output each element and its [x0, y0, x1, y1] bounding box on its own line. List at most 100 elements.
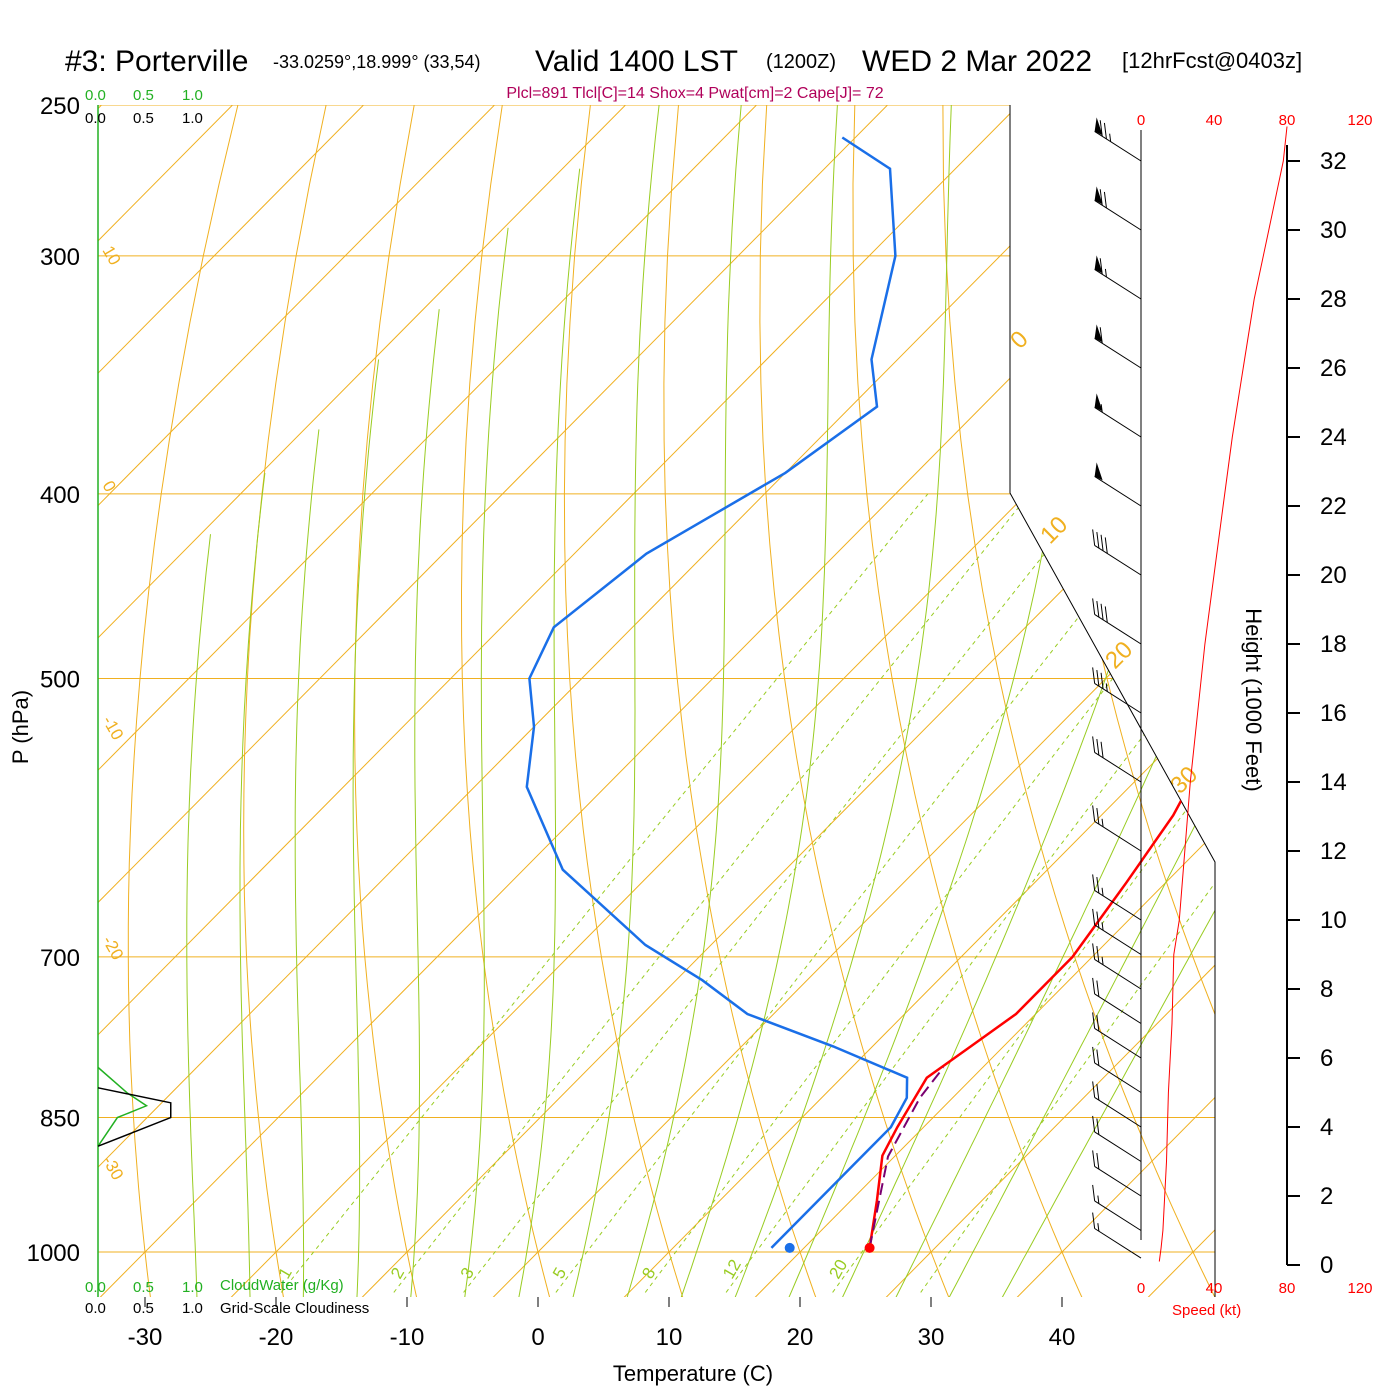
cloudiness-label: Grid-Scale Cloudiness	[220, 1300, 369, 1317]
isotherm	[98, 105, 1071, 1297]
wind-barb	[1094, 613, 1142, 645]
wind-barb-flag	[1092, 1184, 1096, 1201]
wind-barb-flag	[1092, 1212, 1096, 1229]
dry-adiabat	[354, 105, 455, 1297]
isotherm	[721, 105, 1215, 1297]
wind-barb	[1094, 751, 1142, 783]
isotherm-label: 10	[1035, 511, 1073, 549]
temp-tick-label: 10	[656, 1324, 683, 1351]
height-tick-label: 32	[1320, 148, 1347, 175]
height-tick-label: 16	[1320, 700, 1347, 727]
wind-barbs	[1092, 117, 1142, 1259]
height-tick-label: 12	[1320, 838, 1347, 865]
moist-adiabat	[352, 359, 380, 1297]
wind-barb	[1094, 130, 1142, 162]
pressure-tick-label: 850	[40, 1106, 80, 1133]
wind-barb-flag	[1099, 189, 1103, 206]
isotherm-labels: 10 0 -10 -20 -30 0 10 20 30	[99, 243, 1204, 1184]
mixing-ratio-line	[463, 493, 1093, 1293]
dry-adiabat	[942, 105, 1215, 1297]
y-axis-label: P (hPa)	[8, 690, 33, 764]
wind-barb	[1094, 1062, 1142, 1093]
wind-barb-flag	[1096, 1118, 1100, 1135]
mixing-ratio-label: 3	[457, 1264, 478, 1282]
wind-barb-flag	[1104, 606, 1108, 623]
wind-barb-flag	[1096, 808, 1100, 825]
wind-speed-axis: 0 40 80 120 0 40 80 120 Speed (kt)	[1137, 112, 1373, 1319]
wind-barb-flag	[1092, 1115, 1096, 1132]
mixing-ratio-label: 2	[387, 1264, 408, 1282]
pressure-ticks: 250 300 400 500 700 850 1000	[27, 93, 80, 1267]
wind-barb-flag	[1104, 537, 1108, 554]
temp-tick-label: -10	[390, 1324, 425, 1351]
station-title: #3: Porterville	[65, 45, 248, 78]
wind-barb-flag	[1092, 977, 1096, 994]
temp-tick-label: 0	[531, 1324, 544, 1351]
dry-adiabat	[1029, 105, 1215, 1297]
cl-top-tick: 1.0	[182, 110, 203, 127]
dry-adiabat	[1197, 105, 1215, 1297]
wind-barb-flag	[1100, 741, 1104, 758]
wind-barb	[1094, 337, 1142, 369]
cloudwater-label: CloudWater (g/Kg)	[220, 1277, 344, 1294]
isotherm	[98, 105, 1215, 1297]
dry-adiabat	[852, 105, 1098, 1297]
sounding-profiles	[525, 136, 1215, 1253]
wind-barb-flag	[1096, 1049, 1100, 1066]
valid-time: Valid 1400 LST	[535, 45, 738, 78]
wind-barb-flag	[1096, 911, 1100, 928]
wind-barb	[1094, 1228, 1142, 1259]
background-lines	[0, 0, 1215, 1331]
wind-barb-flag	[1096, 532, 1100, 549]
wind-barb	[1094, 1200, 1142, 1231]
wind-barb-halfflag	[1097, 1223, 1100, 1232]
temp-tick-label: 40	[1049, 1324, 1076, 1351]
height-tick-label: 14	[1320, 769, 1347, 796]
isotherm-label: 0	[1005, 326, 1034, 355]
wind-barb-halfflag	[1101, 922, 1104, 931]
isotherm-label: -20	[99, 933, 128, 964]
pressure-tick-label: 500	[40, 667, 80, 694]
wind-barb-pennant	[1094, 117, 1103, 136]
wind-barb-flag	[1100, 534, 1104, 551]
wind-barb-pennant	[1094, 255, 1103, 274]
wind-barb-halfflag	[1101, 956, 1104, 965]
wind-barb-flag	[1092, 529, 1096, 546]
speed-top-tick: 0	[1137, 112, 1145, 129]
cl-bot-tick: 1.0	[182, 1300, 203, 1317]
isotherm	[0, 0, 22, 1331]
speed-bot-tick: 0	[1137, 1280, 1145, 1297]
mixing-ratio-line	[644, 493, 1215, 1293]
isotherm	[328, 105, 1215, 1297]
wind-barb-flag	[1092, 1150, 1096, 1167]
wind-barb-flag	[1100, 672, 1104, 689]
wind-barb-flag	[1096, 946, 1100, 963]
cw-bot-tick: 1.0	[182, 1279, 203, 1296]
height-tick-label: 24	[1320, 424, 1347, 451]
speed-bot-tick: 40	[1206, 1280, 1223, 1297]
dry-adiabat	[563, 105, 694, 1297]
wind-barb-halfflag	[1097, 1195, 1100, 1204]
dry-adiabat	[663, 105, 829, 1297]
wind-barb-halfflag	[1105, 683, 1108, 692]
cloudwater-bottom-ticks: 0.0 0.5 1.0 CloudWater (g/Kg) 0.0 0.5 1.…	[85, 1277, 369, 1317]
temp-tick-label: -20	[259, 1324, 294, 1351]
mixing-ratio-line	[280, 493, 929, 1293]
wind-barb-halfflag	[1104, 268, 1107, 278]
speed-bot-tick: 80	[1279, 1280, 1296, 1297]
height-tick-label: 18	[1320, 631, 1347, 658]
speed-top-tick: 80	[1279, 112, 1296, 129]
wind-barb-flag	[1096, 739, 1100, 756]
wind-barb-flag	[1092, 908, 1096, 925]
mixing-ratio-label: 20	[825, 1256, 851, 1282]
wind-barb-flag	[1099, 327, 1103, 344]
pressure-tick-label: 400	[40, 482, 80, 509]
plot-frame	[1009, 105, 1216, 1297]
moist-adiabat	[511, 168, 581, 1297]
height-tick-label: 26	[1320, 355, 1347, 382]
cw-top-tick: 0.0	[85, 87, 106, 104]
cloudwater-top-ticks: 0.0 0.5 1.0 0.0 0.5 1.0	[85, 87, 203, 127]
moist-adiabat	[773, 105, 1094, 1297]
temperature-profile	[868, 137, 1215, 1249]
